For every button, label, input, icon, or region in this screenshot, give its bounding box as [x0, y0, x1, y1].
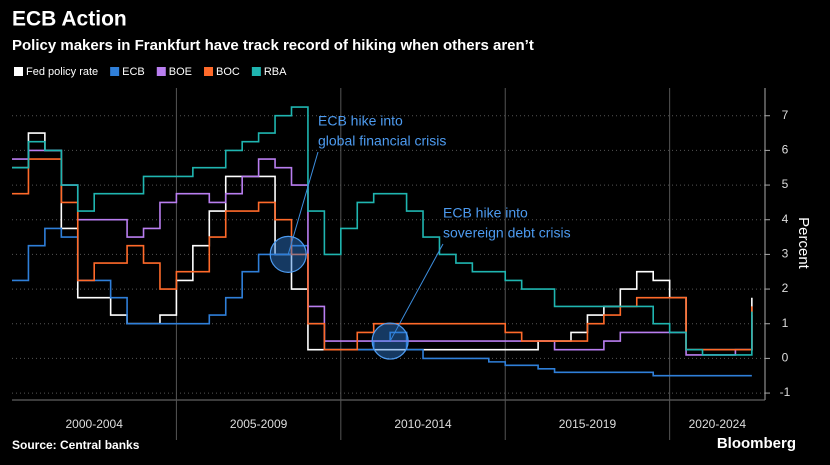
x-band-label: 2010-2014 [394, 417, 452, 431]
series-line [12, 158, 753, 351]
annotation-circle [371, 322, 409, 360]
legend-swatch [156, 67, 166, 76]
legend-label: BOC [216, 66, 240, 78]
legend-label: Fed policy rate [26, 66, 98, 78]
x-band-label: 2005-2009 [230, 417, 288, 431]
source: Source: Central banks [12, 438, 140, 452]
legend-swatch [251, 67, 261, 76]
y-tick-label: 4 [782, 212, 789, 226]
y-axis-label: Percent [795, 217, 812, 270]
y-tick-label: -1 [780, 385, 791, 399]
x-band-label: 2000-2004 [66, 417, 124, 431]
legend-label: ECB [122, 66, 145, 78]
chart-title: ECB Action [12, 8, 127, 31]
y-tick-label: 1 [782, 316, 789, 330]
y-tick-label: 0 [782, 351, 789, 365]
y-tick-label: 6 [782, 143, 789, 157]
annotation-circle [269, 235, 307, 273]
annotation-text: ECB hike into [318, 113, 403, 129]
chart-subtitle: Policy makers in Frankfurt have track re… [12, 37, 534, 54]
y-tick-label: 2 [782, 281, 789, 295]
x-band-label: 2020-2024 [689, 417, 747, 431]
legend-swatch [204, 67, 214, 76]
y-tick-label: 5 [782, 177, 789, 191]
legend-swatch [110, 67, 120, 76]
legend-label: BOE [169, 66, 192, 78]
legend-swatch [14, 67, 23, 76]
y-tick-label: 3 [782, 247, 789, 261]
annotation-text: sovereign debt crisis [443, 225, 571, 241]
annotation-text: ECB hike into [443, 205, 528, 221]
series-line [12, 149, 753, 356]
y-tick-label: 7 [782, 108, 789, 122]
x-band-label: 2015-2019 [559, 417, 617, 431]
series-line [12, 106, 753, 356]
brand: Bloomberg [717, 435, 796, 452]
series-line [12, 132, 753, 351]
legend-label: RBA [264, 66, 287, 78]
annotation-text: global financial crisis [318, 133, 446, 149]
